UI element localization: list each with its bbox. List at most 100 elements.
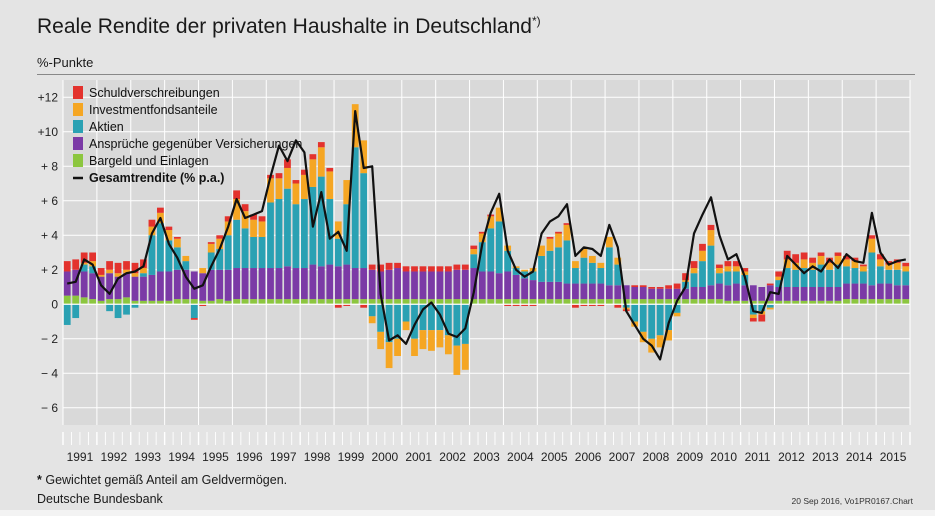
bar-segment-bargeld xyxy=(699,299,706,305)
bar-segment-versich xyxy=(190,271,198,300)
bar-segment-fonds xyxy=(817,255,825,265)
bar-segment-fonds xyxy=(538,245,545,256)
bar-segment-fonds xyxy=(292,183,300,205)
bar-segment-schuld xyxy=(588,304,596,306)
bar-segment-versich xyxy=(521,278,529,300)
bar-segment-aktien xyxy=(758,304,766,312)
bar-segment-schuld xyxy=(775,271,783,277)
bar-segment-schuld xyxy=(411,266,418,272)
bar-segment-schuld xyxy=(334,304,342,308)
bar-segment-versich xyxy=(716,283,723,300)
bar-segment-aktien xyxy=(275,199,283,269)
bar-segment-versich xyxy=(724,285,732,301)
chart-stamp: 20 Sep 2016, Vo1PR0167.Chart xyxy=(791,496,913,506)
bar-segment-versich xyxy=(563,283,571,300)
bar-segment-bargeld xyxy=(250,299,257,305)
bar-segment-aktien xyxy=(241,228,249,269)
bar-segment-schuld xyxy=(157,207,164,213)
bar-segment-bargeld xyxy=(631,299,639,305)
bar-segment-aktien xyxy=(131,304,139,308)
bar-segment-versich xyxy=(690,287,698,300)
bar-segment-bargeld xyxy=(207,300,215,305)
legend-swatch-bargeld xyxy=(73,154,83,167)
bar-segment-versich xyxy=(843,283,850,300)
bar-segment-bargeld xyxy=(487,299,495,305)
bar-segment-fonds xyxy=(716,268,723,274)
bar-segment-aktien xyxy=(114,304,122,319)
bar-segment-aktien xyxy=(284,188,291,267)
bar-segment-schuld xyxy=(521,304,529,306)
x-tick-label: 2015 xyxy=(880,450,907,464)
bar-segment-fonds xyxy=(588,255,596,263)
bar-segment-schuld xyxy=(529,304,537,306)
bar-segment-aktien xyxy=(843,266,850,284)
bar-segment-aktien xyxy=(317,176,325,267)
bar-segment-bargeld xyxy=(368,299,376,305)
bar-segment-fonds xyxy=(470,249,478,255)
bar-segment-bargeld xyxy=(521,299,529,305)
bar-segment-aktien xyxy=(224,235,232,270)
bar-segment-bargeld xyxy=(394,299,401,305)
bar-segment-fonds xyxy=(402,321,410,331)
bar-segment-bargeld xyxy=(639,299,647,305)
bar-segment-aktien xyxy=(597,268,605,284)
bar-segment-versich xyxy=(148,274,156,301)
bar-segment-versich xyxy=(461,269,469,300)
bar-segment-aktien xyxy=(665,304,672,331)
bar-segment-versich xyxy=(334,266,342,300)
legend-label-total: Gesamtrendite (% p.a.) xyxy=(89,171,224,185)
bar-segment-aktien xyxy=(360,173,368,269)
bar-segment-versich xyxy=(250,268,257,300)
bar-segment-aktien xyxy=(326,199,334,265)
bar-segment-fonds xyxy=(207,243,215,253)
bar-segment-fonds xyxy=(182,255,190,262)
x-tick-label: 2011 xyxy=(745,450,771,464)
bar-segment-schuld xyxy=(631,285,639,287)
bar-segment-aktien xyxy=(724,271,732,286)
bar-segment-schuld xyxy=(817,252,825,256)
bar-segment-bargeld xyxy=(555,299,562,305)
bar-segment-bargeld xyxy=(131,300,139,305)
bar-segment-bargeld xyxy=(792,300,800,305)
bar-segment-versich xyxy=(885,283,893,300)
bar-segment-fonds xyxy=(385,342,393,369)
y-tick-label: + 4 xyxy=(41,228,58,242)
bar-segment-bargeld xyxy=(224,300,232,305)
bar-segment-aktien xyxy=(123,304,130,315)
bar-segment-versich xyxy=(233,268,241,300)
bar-segment-bargeld xyxy=(470,299,478,305)
bar-segment-schuld xyxy=(453,264,461,270)
bar-segment-versich xyxy=(419,271,427,300)
bar-segment-fonds xyxy=(699,250,706,262)
bar-segment-schuld xyxy=(419,266,427,272)
bar-segment-schuld xyxy=(301,169,308,175)
bar-segment-fonds xyxy=(792,262,800,270)
bar-segment-fonds xyxy=(97,274,105,277)
bar-segment-aktien xyxy=(563,240,571,284)
bar-segment-bargeld xyxy=(258,299,266,305)
bar-segment-aktien xyxy=(580,257,588,284)
bar-segment-fonds xyxy=(800,259,808,269)
bar-segment-schuld xyxy=(665,285,672,289)
bar-segment-bargeld xyxy=(529,299,537,305)
bar-segment-aktien xyxy=(572,268,579,284)
bar-segment-schuld xyxy=(123,261,130,270)
bar-segment-fonds xyxy=(461,343,469,370)
bar-segment-schuld xyxy=(639,285,647,287)
x-tick-label: 1993 xyxy=(134,450,161,464)
chart-title-text: Reale Rendite der privaten Haushalte in … xyxy=(37,15,532,38)
bar-segment-versich xyxy=(385,269,393,300)
bar-segment-bargeld xyxy=(775,300,783,305)
bar-segment-bargeld xyxy=(682,299,689,305)
bar-segment-schuld xyxy=(546,236,554,239)
bar-segment-aktien xyxy=(529,271,537,281)
bar-segment-bargeld xyxy=(834,300,842,305)
footnote-mark: * xyxy=(37,473,42,487)
bar-segment-bargeld xyxy=(190,299,198,305)
bar-segment-fonds xyxy=(334,221,342,239)
bar-segment-fonds xyxy=(834,255,842,265)
bar-segment-versich xyxy=(284,266,291,300)
bar-segment-bargeld xyxy=(766,300,774,305)
bar-segment-versich xyxy=(673,288,681,300)
bar-segment-versich xyxy=(707,285,715,300)
